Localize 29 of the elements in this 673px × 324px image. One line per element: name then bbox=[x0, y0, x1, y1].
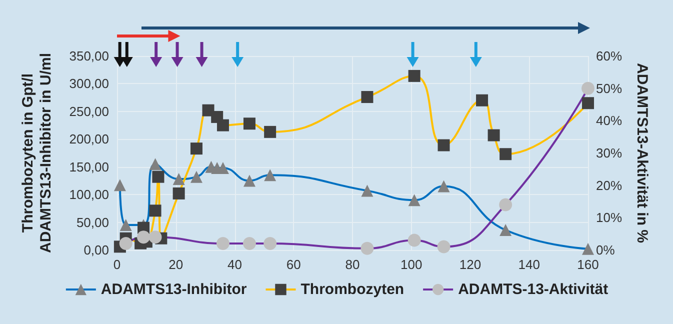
y-tick-label: 250,00 bbox=[69, 104, 109, 119]
y-tick-label: 150,00 bbox=[69, 159, 109, 174]
x-tick-label: 120 bbox=[459, 257, 482, 272]
y-tick-label: 0,00 bbox=[84, 242, 109, 258]
y2-tick-label: 20% bbox=[596, 178, 622, 193]
x-tick-label: 100 bbox=[400, 257, 422, 272]
y2-tick-label: 60% bbox=[596, 48, 622, 64]
y-tick-label: 50,00 bbox=[76, 214, 109, 230]
x-tick-label: 60 bbox=[286, 257, 301, 272]
x-tick-label: 0 bbox=[113, 257, 121, 272]
y-tick-label: 350,00 bbox=[69, 48, 109, 64]
y-axis-title: Thrombozyten in Gpt/l ADAMTS13-Inhibitor in U/ml bbox=[20, 53, 54, 253]
y2-tick-label: 40% bbox=[596, 113, 622, 128]
y2-tick-label: 10% bbox=[596, 210, 622, 226]
legend-label: ADAMTS13-Inhibitor bbox=[100, 281, 247, 298]
y-tick-label: 200,00 bbox=[69, 132, 109, 147]
y2-axis-title: ADAMTS13-Aktivität in % bbox=[634, 62, 650, 244]
x-tick-label: 20 bbox=[168, 257, 184, 272]
legend-label: Thrombozyten bbox=[300, 281, 404, 298]
x-tick-label: 160 bbox=[577, 257, 599, 272]
x-tick-label: 40 bbox=[228, 257, 242, 272]
x-tick-label: 80 bbox=[345, 257, 360, 272]
x-tick-label: 140 bbox=[518, 257, 540, 272]
legend-label: ADAMTS-13-Aktivität bbox=[458, 281, 608, 298]
y2-tick-label: 0% bbox=[596, 242, 616, 258]
y-tick-label: 300,00 bbox=[69, 76, 109, 92]
y2-tick-label: 50% bbox=[596, 80, 622, 96]
y-tick-label: 100,00 bbox=[69, 187, 109, 202]
y2-tick-label: 30% bbox=[596, 146, 622, 160]
